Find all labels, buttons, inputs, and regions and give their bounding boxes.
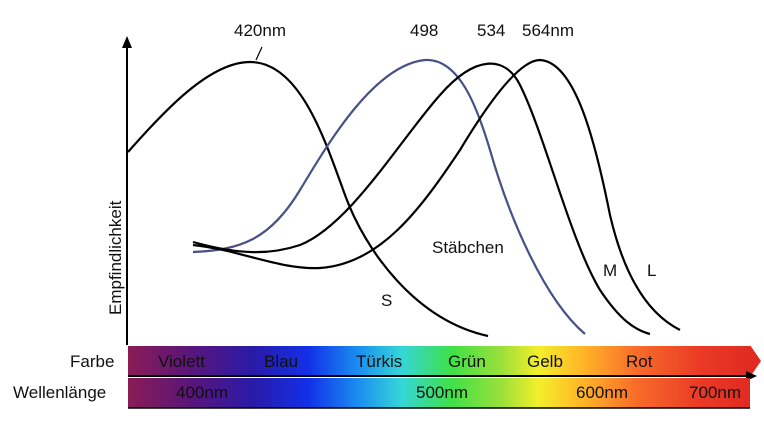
wavelength-tick-700: 700nm bbox=[689, 383, 741, 402]
color-row-label: Farbe bbox=[70, 352, 114, 371]
peak-label-534: 534 bbox=[477, 21, 505, 40]
curve-rod bbox=[192, 58, 586, 335]
peak-label-420: 420nm bbox=[234, 21, 286, 40]
peak-tick-420 bbox=[255, 46, 263, 61]
series-label-rod: Stäbchen bbox=[432, 238, 504, 257]
color-name-blau: Blau bbox=[264, 352, 298, 371]
series-label-S: S bbox=[381, 291, 392, 310]
y-axis-label: Empfindlichkeit bbox=[106, 200, 125, 315]
peak-label-498: 498 bbox=[410, 21, 438, 40]
wavelength-tick-400: 400nm bbox=[176, 383, 228, 402]
curve-S bbox=[127, 60, 489, 338]
color-name-gruen: Grün bbox=[448, 352, 486, 371]
color-band-arrow bbox=[750, 345, 761, 377]
curve-L bbox=[192, 58, 681, 331]
wavelength-band bbox=[128, 378, 750, 408]
color-name-tuerkis: Türkis bbox=[356, 352, 402, 371]
wavelength-tick-600: 600nm bbox=[576, 383, 628, 402]
series-label-L: L bbox=[647, 261, 656, 280]
series-label-M: M bbox=[603, 261, 617, 280]
color-name-gelb: Gelb bbox=[527, 352, 563, 371]
y-axis-arrow bbox=[122, 36, 132, 48]
wavelength-tick-500: 500nm bbox=[416, 383, 468, 402]
peak-label-564: 564nm bbox=[522, 21, 574, 40]
color-name-rot: Rot bbox=[626, 352, 653, 371]
color-name-violett: Violett bbox=[158, 352, 205, 371]
wavelength-row-label: Wellenlänge bbox=[13, 383, 106, 402]
color-band bbox=[128, 346, 750, 376]
curve-M bbox=[192, 62, 651, 336]
